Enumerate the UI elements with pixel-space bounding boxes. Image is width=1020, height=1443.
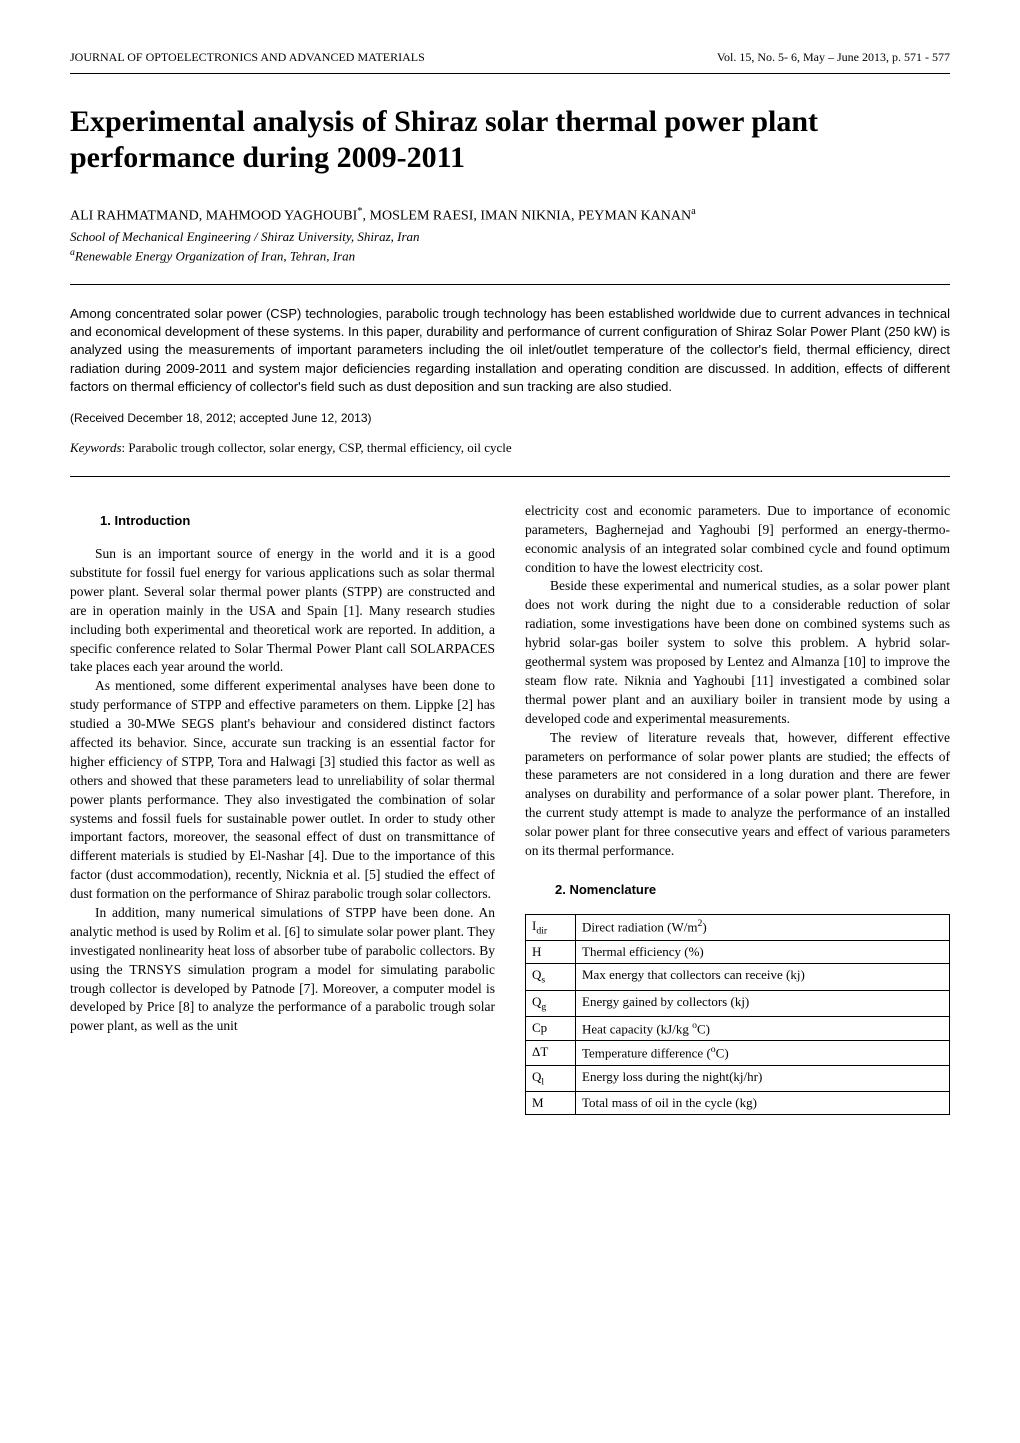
intro-para-6: The review of literature reveals that, h…	[525, 729, 950, 861]
description-cell: Thermal efficiency (%)	[576, 941, 950, 964]
section-heading-introduction: 1. Introduction	[70, 512, 495, 530]
two-column-layout: 1. Introduction Sun is an important sour…	[70, 502, 950, 1115]
table-row: QgEnergy gained by collectors (kj)	[526, 990, 950, 1016]
description-cell: Total mass of oil in the cycle (kg)	[576, 1092, 950, 1115]
description-cell: Direct radiation (W/m2)	[576, 915, 950, 941]
intro-para-3: In addition, many numerical simulations …	[70, 904, 495, 1036]
symbol-cell: M	[526, 1092, 576, 1115]
authors-line: ALI RAHMATMAND, MAHMOOD YAGHOUBI*, MOSLE…	[70, 206, 950, 225]
nomenclature-table: IdirDirect radiation (W/m2)HThermal effi…	[525, 914, 950, 1115]
section-heading-nomenclature: 2. Nomenclature	[525, 881, 950, 899]
intro-para-5: Beside these experimental and numerical …	[525, 577, 950, 728]
symbol-cell: Qs	[526, 964, 576, 990]
left-column: 1. Introduction Sun is an important sour…	[70, 502, 495, 1115]
table-row: MTotal mass of oil in the cycle (kg)	[526, 1092, 950, 1115]
table-row: IdirDirect radiation (W/m2)	[526, 915, 950, 941]
description-cell: Temperature difference (oC)	[576, 1041, 950, 1066]
received-date: (Received December 18, 2012; accepted Ju…	[70, 411, 950, 425]
affiliation-2: aRenewable Energy Organization of Iran, …	[70, 247, 950, 264]
affiliation-1: School of Mechanical Engineering / Shira…	[70, 229, 950, 245]
page-title: Experimental analysis of Shiraz solar th…	[70, 104, 950, 176]
journal-issue: Vol. 15, No. 5- 6, May – June 2013, p. 5…	[717, 50, 950, 65]
table-row: QsMax energy that collectors can receive…	[526, 964, 950, 990]
symbol-cell: Qg	[526, 990, 576, 1016]
symbol-cell: H	[526, 941, 576, 964]
symbol-cell: Ql	[526, 1065, 576, 1091]
abstract-top-divider	[70, 284, 950, 285]
symbol-cell: Cp	[526, 1016, 576, 1041]
intro-para-1: Sun is an important source of energy in …	[70, 545, 495, 677]
description-cell: Heat capacity (kJ/kg oC)	[576, 1016, 950, 1041]
abstract-bottom-divider	[70, 476, 950, 477]
header-divider	[70, 73, 950, 74]
table-row: CpHeat capacity (kJ/kg oC)	[526, 1016, 950, 1041]
description-cell: Max energy that collectors can receive (…	[576, 964, 950, 990]
table-row: HThermal efficiency (%)	[526, 941, 950, 964]
keywords-label: Keywords	[70, 440, 122, 455]
nomenclature-tbody: IdirDirect radiation (W/m2)HThermal effi…	[526, 915, 950, 1115]
abstract-text: Among concentrated solar power (CSP) tec…	[70, 305, 950, 396]
journal-name: JOURNAL OF OPTOELECTRONICS AND ADVANCED …	[70, 50, 425, 65]
page-header: JOURNAL OF OPTOELECTRONICS AND ADVANCED …	[70, 50, 950, 65]
intro-para-4: electricity cost and economic parameters…	[525, 502, 950, 578]
intro-para-2: As mentioned, some different experimenta…	[70, 677, 495, 904]
table-row: ΔTTemperature difference (oC)	[526, 1041, 950, 1066]
description-cell: Energy loss during the night(kj/hr)	[576, 1065, 950, 1091]
symbol-cell: Idir	[526, 915, 576, 941]
table-row: QlEnergy loss during the night(kj/hr)	[526, 1065, 950, 1091]
keywords-line: Keywords: Parabolic trough collector, so…	[70, 440, 950, 456]
right-column: electricity cost and economic parameters…	[525, 502, 950, 1115]
description-cell: Energy gained by collectors (kj)	[576, 990, 950, 1016]
symbol-cell: ΔT	[526, 1041, 576, 1066]
keywords-text: : Parabolic trough collector, solar ener…	[122, 440, 512, 455]
